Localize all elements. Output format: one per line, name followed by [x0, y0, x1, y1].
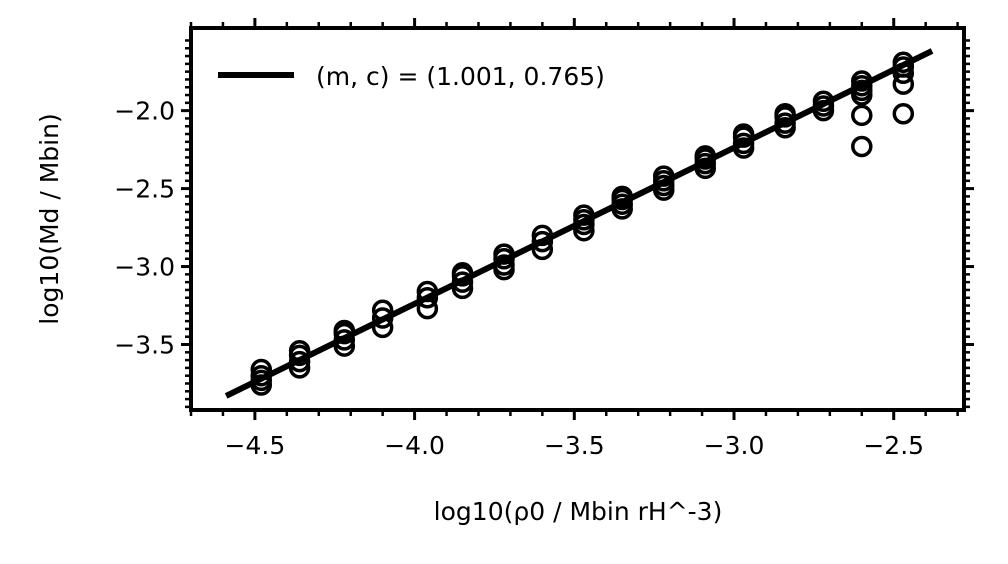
data-point: [333, 329, 356, 351]
data-point: [892, 51, 915, 74]
data-point: [774, 103, 796, 125]
data-point: [451, 277, 474, 300]
y-tick-label: −3.5: [114, 331, 175, 360]
data-point: [531, 224, 554, 247]
x-tick-label: −2.5: [863, 431, 924, 460]
data-point: [812, 90, 835, 113]
data-point: [371, 307, 394, 329]
data-point: [333, 319, 356, 342]
x-tick-label: −4.5: [225, 431, 286, 460]
data-point: [732, 123, 755, 145]
data-point: [493, 254, 515, 276]
data-point: [250, 364, 273, 387]
data-point: [694, 145, 717, 167]
data-point: [851, 104, 873, 127]
x-tick-label: −4.0: [384, 431, 445, 460]
x-axis-label: log10(ρ0 / Mbin rH^-3): [434, 497, 723, 526]
data-point: [573, 219, 595, 242]
y-tick-label: −2.0: [114, 97, 175, 126]
data-point: [416, 286, 439, 309]
data-point: [774, 112, 796, 134]
data-point: [892, 103, 915, 125]
data-point: [531, 230, 554, 253]
y-tick-label: −3.0: [114, 253, 175, 282]
legend-label: (m, c) = (1.001, 0.765): [316, 62, 605, 91]
plot-frame: [189, 26, 966, 412]
data-point: [416, 280, 439, 303]
data-point: [451, 271, 474, 293]
data-point: [493, 243, 515, 265]
data-point: [250, 358, 273, 381]
legend: (m, c) = (1.001, 0.765): [218, 62, 605, 91]
data-point: [732, 132, 755, 155]
data-point: [288, 350, 311, 373]
data-point: [573, 204, 595, 226]
x-tick-label: −3.5: [544, 431, 605, 460]
data-point: [451, 262, 474, 284]
data-points-layer: [250, 51, 915, 396]
data-point: [333, 335, 356, 357]
y-axis-label: log10(Md / Mbin): [35, 113, 64, 324]
data-point: [288, 340, 311, 362]
data-point: [851, 135, 873, 158]
data-point: [652, 165, 675, 187]
data-point: [531, 238, 554, 261]
data-point: [892, 62, 915, 84]
data-point: [851, 70, 873, 92]
data-point: [371, 299, 394, 321]
data-point: [611, 185, 633, 208]
y-tick-label: −2.5: [114, 175, 175, 204]
x-tick-label: −3.0: [704, 431, 765, 460]
